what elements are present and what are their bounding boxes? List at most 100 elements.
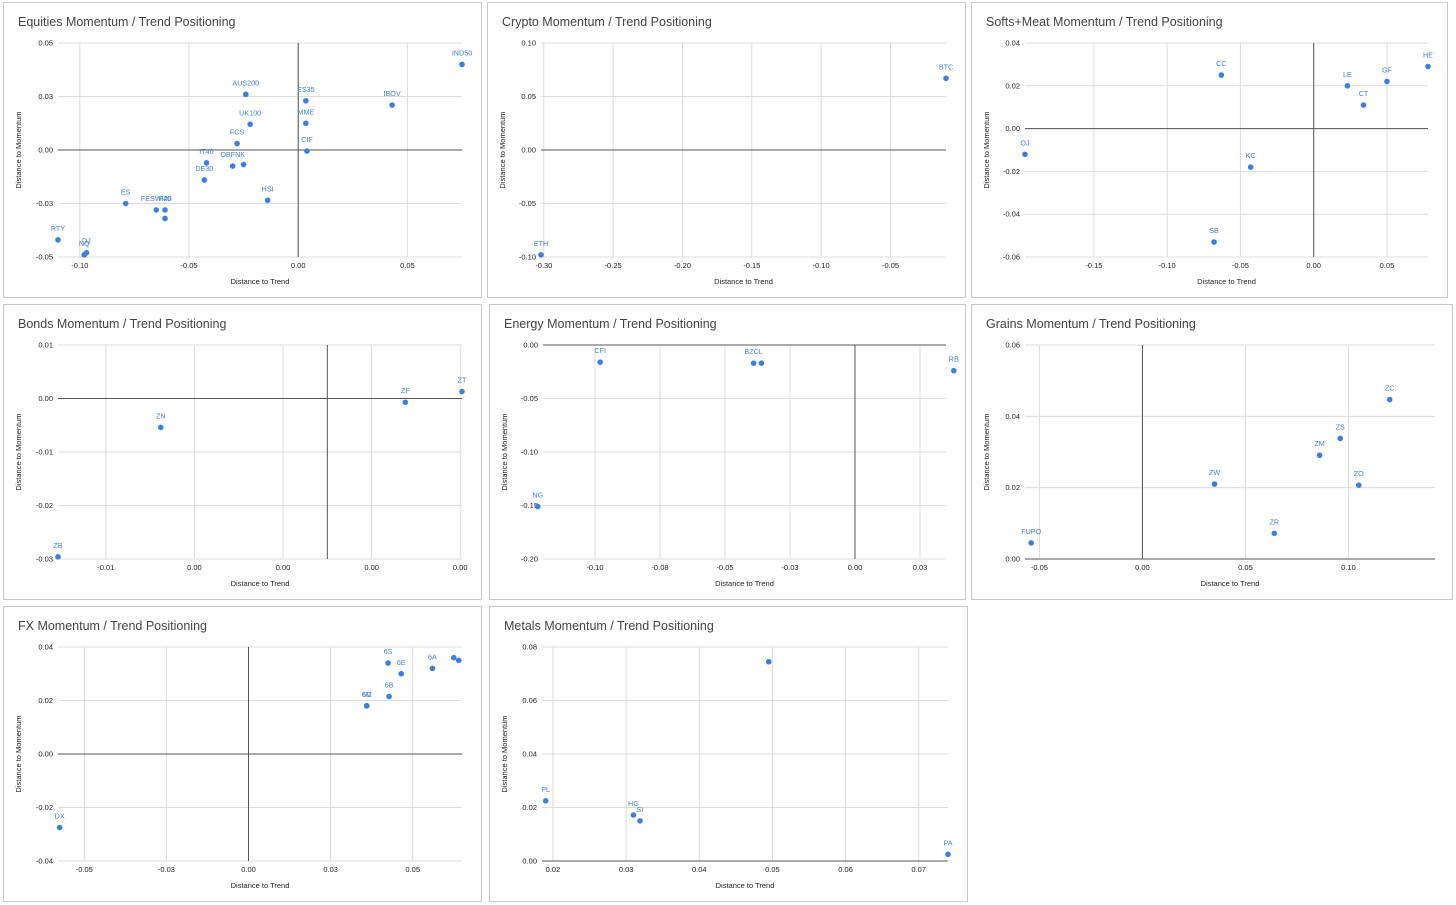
data-point [363,703,370,709]
x-tick-label: 0.00 [453,563,468,572]
x-tick-label: -0.10 [71,261,88,270]
data-point-label: 6E [397,658,406,667]
data-point-label: DJ [82,237,91,246]
x-tick-label: 0.06 [838,865,853,874]
y-axis-label: Distance to Momentum [500,715,509,792]
data-point-label: 6S [384,647,393,656]
y-tick-label: -0.10 [519,253,536,262]
x-tick-label: -0.10 [813,261,830,270]
data-point-label: CIF [301,135,313,144]
x-tick-label: 0.05 [765,865,780,874]
y-axis-label: Distance to Momentum [14,111,23,188]
y-tick-label: 0.02 [38,696,53,705]
data-point-label: FUPO [1021,527,1041,536]
data-point [389,102,395,108]
x-tick-label: -0.08 [651,563,668,572]
x-tick-label: -0.01 [97,563,114,572]
data-point-label: SB [1209,226,1219,235]
y-tick-label: -0.01 [36,448,53,457]
data-point-label: ZF [401,386,410,395]
data-point [637,818,643,824]
data-point [542,798,549,804]
x-tick-label: 0.00 [241,865,256,874]
y-tick-label: 0.00 [38,146,53,155]
y-tick-label: 0.04 [522,750,537,759]
panel-softs-meat: Softs+Meat Momentum / Trend Positioning … [971,2,1448,298]
data-point [234,140,240,147]
x-tick-label: -0.20 [674,261,691,270]
data-point-label: ZC [1385,384,1395,393]
data-point [429,665,436,672]
fx-scatter-plot: -0.05 -0.03 0.00 0.03 0.05 -0.04 -0.02 0.00 0.02… [14,643,462,890]
data-point [1384,78,1390,85]
x-axis-label: Distance to Trend [715,579,774,588]
y-tick-label: -0.05 [521,394,538,403]
metals-scatter-plot: 0.02 0.03 0.04 0.05 0.06 0.07 0.00 0.02 0.04 0.06… [500,643,953,891]
data-point [951,367,957,374]
panel-grains: Grains Momentum / Trend Positioning -0.0… [971,304,1453,600]
x-tick-label: -0.05 [1232,261,1249,270]
y-tick-label: -0.10 [521,448,538,457]
x-tick-label: 0.02 [546,865,561,874]
data-point [157,424,164,431]
y-tick-label: -0.04 [36,857,53,866]
data-point [240,161,247,168]
data-point-label: CT [1359,89,1369,98]
data-point [1028,540,1034,546]
data-point [386,693,392,700]
data-point [1344,83,1351,89]
y-tick-label: 0.04 [1005,39,1020,48]
data-point-label: OJ [1020,138,1030,147]
x-tick-label: -0.03 [781,563,798,572]
x-tick-label: 0.05 [400,261,415,270]
data-point-label: KC [1246,151,1256,160]
y-tick-label: 0.10 [521,39,536,48]
data-point [945,851,951,858]
panel-fx: FX Momentum / Trend Positioning -0.05 -0.… [3,606,482,902]
data-point-label: ZT [458,376,467,385]
panel-bonds: Bonds Momentum / Trend Positioning -0.01… [3,304,482,600]
data-point-label: 6A [428,652,437,661]
data-point-label: HE [1423,51,1433,60]
data-point [1425,63,1431,70]
data-point-label: NG [532,491,543,500]
data-point [385,660,391,666]
data-point [455,657,462,664]
energy-scatter-plot: -0.10 -0.08 -0.05 -0.03 0.00 0.03 -0.20 -0.15 -0… [500,341,959,589]
x-tick-label: 0.00 [848,563,863,572]
softs-scatter-plot: -0.15 -0.10 -0.05 0.00 0.05 -0.06 -0.04 -0.02 0.… [982,39,1433,287]
y-tick-label: 0.02 [1005,81,1020,90]
data-point-label: CFI [594,346,606,355]
x-tick-label: -0.30 [535,261,552,270]
x-axis-label: Distance to Trend [1197,277,1256,286]
data-point [1271,530,1278,537]
y-tick-label: 0.03 [38,92,53,101]
data-point-label: ZS [1336,422,1345,431]
chart-title: Grains Momentum / Trend Positioning [986,317,1196,331]
y-axis-label: Distance to Momentum [982,111,991,188]
data-point-label: DX [55,812,65,821]
data-point-label: IT40 [199,147,213,156]
chart-title: Metals Momentum / Trend Positioning [504,619,714,633]
crypto-scatter-plot: -0.30 -0.25 -0.20 -0.15 -0.10 -0.05 -0.10 -0.05… [498,39,953,287]
y-tick-label: -0.05 [519,199,536,208]
data-point-label: OBFNK [220,150,245,159]
data-point [402,399,409,406]
data-point-label: DE30 [195,164,213,173]
y-tick-label: 0.06 [522,696,537,705]
y-tick-label: -0.05 [36,253,53,262]
x-tick-label: -0.05 [716,563,733,572]
data-point-label: ES [121,188,131,197]
data-point-label: IND50 [452,48,472,57]
y-tick-label: -0.02 [36,501,53,510]
y-tick-label: 0.04 [1005,412,1020,421]
x-tick-label: 0.04 [692,865,707,874]
panel-crypto: Crypto Momentum / Trend Positioning -0.3… [487,2,966,298]
data-point-label: 6C [362,690,371,699]
x-tick-label: 0.00 [1306,261,1321,270]
data-point-label: PL [541,785,550,794]
y-tick-label: 0.04 [38,643,53,652]
y-tick-label: -0.03 [36,199,53,208]
y-tick-label: 0.08 [522,643,537,652]
data-point [538,252,544,258]
